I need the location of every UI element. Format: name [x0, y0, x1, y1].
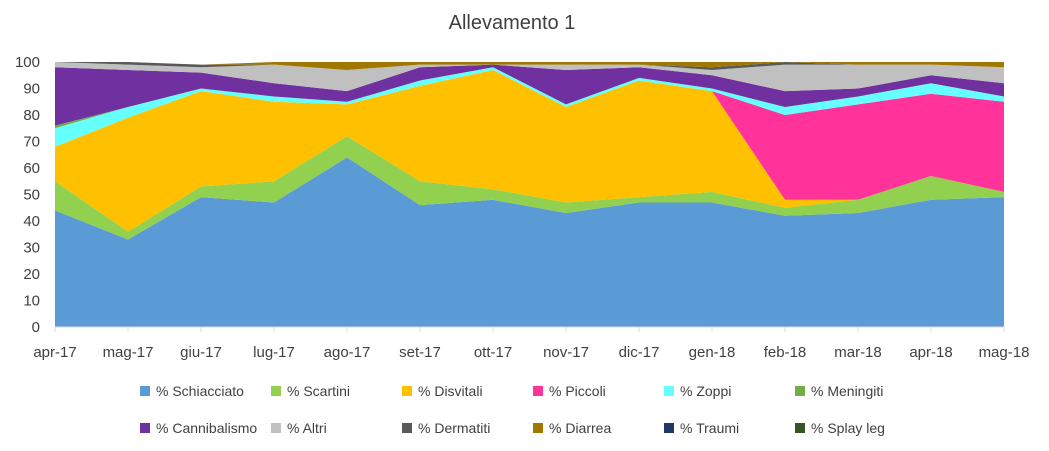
- legend-swatch: [140, 386, 150, 396]
- x-tick-label: feb-18: [764, 344, 807, 361]
- area-piccoli: [55, 69, 1004, 200]
- x-tick-label: mag-18: [979, 344, 1030, 361]
- legend-swatch: [664, 386, 674, 396]
- legend-label: % Zoppi: [680, 383, 731, 399]
- y-tick-label: 30: [23, 240, 40, 257]
- legend-swatch: [140, 423, 150, 433]
- legend-swatch: [271, 386, 281, 396]
- area-cannibalismo: [55, 64, 1004, 126]
- legend-item-piccoli: % Piccoli: [533, 383, 606, 399]
- legend: % Schiacciato % Scartini % Disvitali % Picc…: [140, 383, 885, 436]
- legend-swatch: [533, 386, 543, 396]
- x-tick-label: lug-17: [253, 344, 295, 361]
- legend-label: % Traumi: [680, 420, 739, 436]
- axes: apr-17 mag-17 giu-17 lug-17 ago-17 set-17 ott-…: [15, 54, 1029, 361]
- y-tick-label: 100: [15, 54, 40, 71]
- legend-swatch: [795, 423, 805, 433]
- legend-label: % Dermatiti: [418, 420, 490, 436]
- area-altri: [55, 62, 1004, 92]
- legend-swatch: [402, 386, 412, 396]
- x-tick-label: giu-17: [180, 344, 222, 361]
- area-zoppi: [55, 67, 1004, 147]
- legend-item-meningiti: % Meningiti: [795, 383, 883, 399]
- area-disvitali: [55, 69, 1004, 232]
- x-tick-label: set-17: [399, 344, 441, 361]
- legend-item-traumi: % Traumi: [664, 420, 739, 436]
- legend-item-splay-leg: % Splay leg: [795, 420, 885, 436]
- legend-item-schiacciato: % Schiacciato: [140, 383, 244, 399]
- legend-label: % Scartini: [287, 383, 350, 399]
- y-tick-label: 20: [23, 266, 40, 283]
- legend-item-disvitali: % Disvitali: [402, 383, 483, 399]
- legend-label: % Splay leg: [811, 420, 885, 436]
- y-tick-label: 60: [23, 160, 40, 177]
- x-tick-label: apr-18: [909, 344, 952, 361]
- legend-label: % Altri: [287, 420, 327, 436]
- x-tick-label: ago-17: [324, 344, 371, 361]
- area-dermatiti: [55, 62, 1004, 70]
- y-tick-label: 50: [23, 187, 40, 204]
- y-tick-label: 40: [23, 213, 40, 230]
- x-tick-label: gen-18: [689, 344, 736, 361]
- legend-label: % Disvitali: [418, 383, 483, 399]
- legend-label: % Diarrea: [549, 420, 611, 436]
- area-scartini: [55, 136, 1004, 240]
- legend-swatch: [664, 423, 674, 433]
- legend-swatch: [271, 423, 281, 433]
- x-tick-label: dic-17: [619, 344, 660, 361]
- legend-label: % Cannibalismo: [156, 420, 257, 436]
- legend-item-dermatiti: % Dermatiti: [402, 420, 490, 436]
- y-tick-label: 90: [23, 81, 40, 98]
- legend-swatch: [402, 423, 412, 433]
- x-tick-label: nov-17: [543, 344, 589, 361]
- x-tick-label: apr-17: [33, 344, 76, 361]
- area-diarrea: [55, 62, 1004, 70]
- y-tick-label: 70: [23, 134, 40, 151]
- plot-areas: [55, 62, 1004, 327]
- x-tick-label: mar-18: [834, 344, 882, 361]
- area-schiacciato: [55, 157, 1004, 327]
- legend-label: % Schiacciato: [156, 383, 244, 399]
- legend-item-altri: % Altri: [271, 420, 327, 436]
- legend-item-diarrea: % Diarrea: [533, 420, 611, 436]
- x-tick-label: ott-17: [474, 344, 512, 361]
- chart-title: Allevamento 1: [449, 12, 576, 34]
- y-tick-label: 80: [23, 107, 40, 124]
- legend-swatch: [533, 423, 543, 433]
- y-tick-label: 0: [32, 319, 40, 336]
- legend-swatch: [795, 386, 805, 396]
- legend-label: % Piccoli: [549, 383, 606, 399]
- legend-item-scartini: % Scartini: [271, 383, 350, 399]
- y-tick-label: 10: [23, 293, 40, 310]
- legend-item-cannibalismo: % Cannibalismo: [140, 420, 257, 436]
- legend-item-zoppi: % Zoppi: [664, 383, 731, 399]
- legend-label: % Meningiti: [811, 383, 883, 399]
- x-tick-label: mag-17: [103, 344, 154, 361]
